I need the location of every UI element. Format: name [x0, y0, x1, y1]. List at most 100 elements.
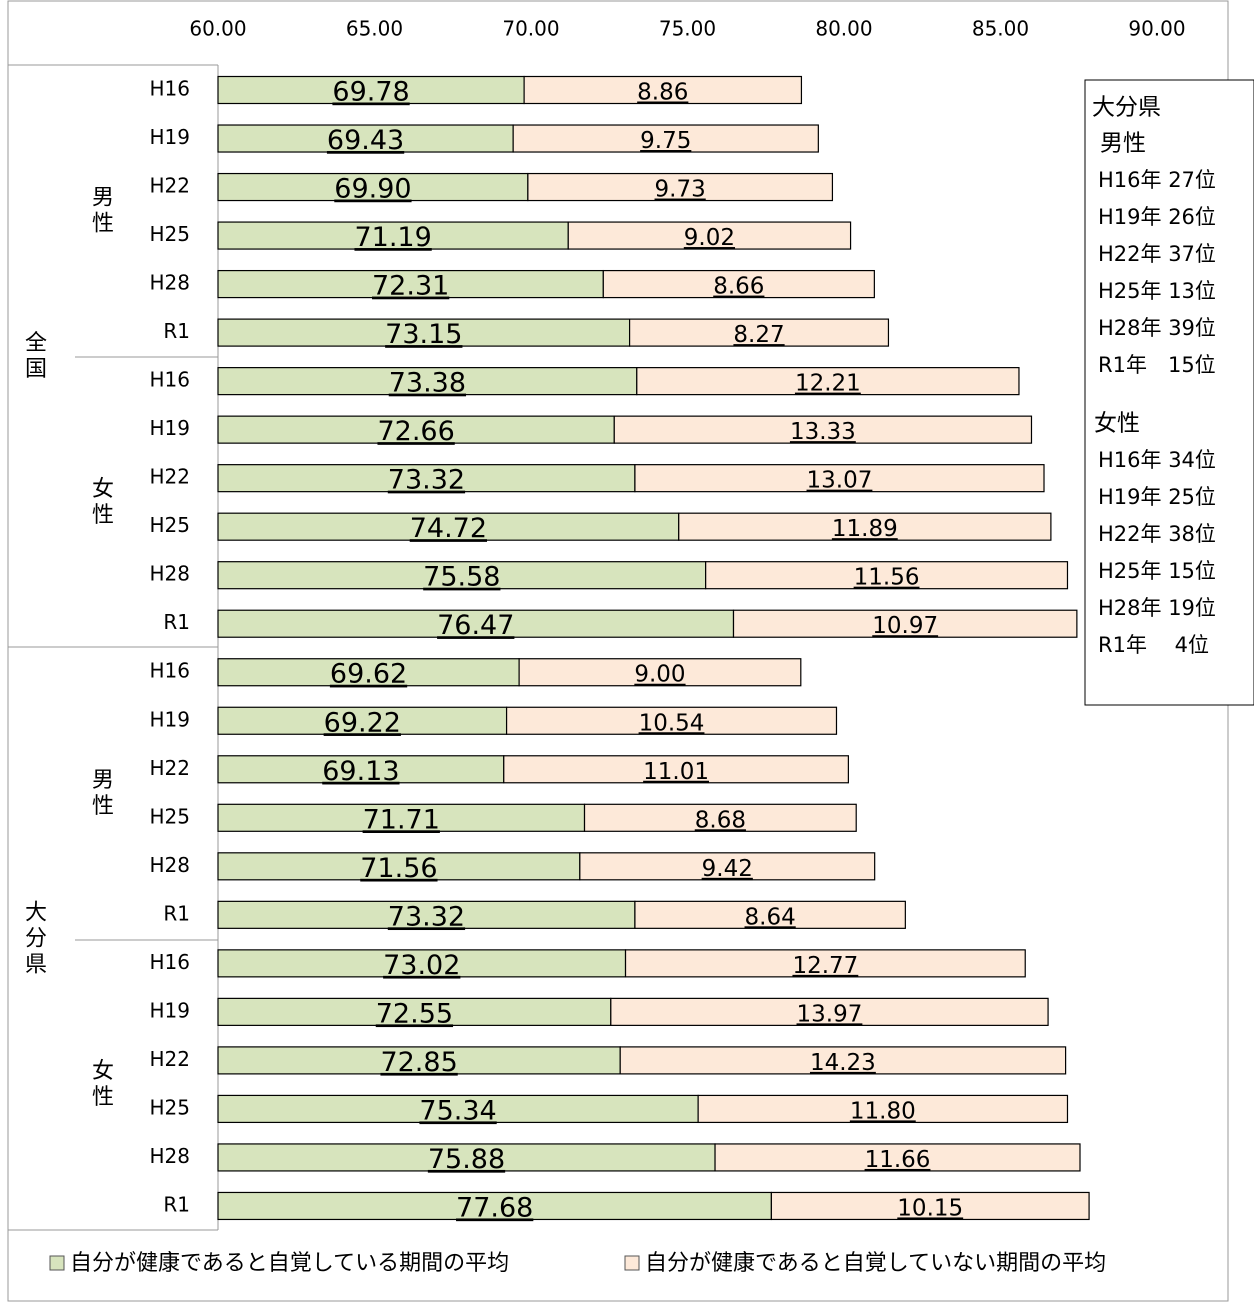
- y-tick-label: H22: [150, 465, 191, 489]
- x-tick-label: 85.00: [972, 17, 1029, 41]
- value-label: 10.15: [897, 1195, 963, 1221]
- bar-segment: [217, 852, 581, 881]
- subgroup-label: 男性: [88, 185, 114, 237]
- y-tick-label: H25: [150, 513, 191, 537]
- value-label: 13.07: [807, 468, 873, 494]
- value-label: 77.68: [456, 1192, 533, 1223]
- bar-segment: [217, 561, 707, 590]
- bar-segment: [217, 124, 514, 153]
- bar-segment: [770, 1191, 1090, 1221]
- value-label: 72.85: [380, 1047, 457, 1078]
- x-tick-label: 80.00: [815, 17, 872, 41]
- value-label: 11.80: [850, 1098, 916, 1124]
- y-tick-label: R1: [163, 319, 190, 343]
- bar-segment: [610, 997, 1049, 1026]
- legend-swatch: [49, 1255, 65, 1271]
- y-tick-label: H22: [150, 756, 191, 780]
- annotation-line: H19年 26位: [1098, 205, 1216, 229]
- y-tick-label: H28: [150, 271, 191, 295]
- y-tick-label: H16: [150, 77, 191, 101]
- x-tick-label: 60.00: [189, 17, 246, 41]
- value-label: 75.58: [423, 562, 500, 593]
- annotation-heading: 男性: [1100, 131, 1146, 157]
- annotation-line: H22年 38位: [1098, 522, 1216, 546]
- value-label: 11.89: [832, 516, 898, 542]
- bar-segment: [217, 1046, 621, 1075]
- bar-segment: [217, 75, 525, 105]
- value-label: 12.21: [795, 371, 861, 397]
- subgroup-label: 女性: [88, 476, 114, 528]
- value-label: 72.55: [376, 998, 453, 1029]
- value-label: 11.66: [865, 1147, 931, 1173]
- value-label: 76.47: [437, 610, 514, 641]
- value-label: 69.62: [330, 659, 407, 690]
- value-label: 12.77: [792, 953, 858, 979]
- bar-segment: [634, 900, 906, 929]
- value-label: 9.02: [684, 225, 735, 251]
- annotation-line: H16年 27位: [1098, 168, 1216, 192]
- y-tick-label: R1: [163, 610, 190, 634]
- value-label: 8.86: [637, 80, 688, 106]
- legend-label: 自分が健康であると自覚していない期間の平均: [645, 1251, 1106, 1276]
- bar-segment: [503, 755, 849, 784]
- y-tick-label: H25: [150, 1095, 191, 1119]
- y-tick-label: H19: [150, 416, 191, 440]
- y-tick-label: R1: [163, 901, 190, 925]
- y-tick-label: H28: [150, 562, 191, 586]
- value-label: 72.31: [372, 271, 449, 302]
- value-label: 69.22: [324, 707, 401, 738]
- x-tick-label: 70.00: [502, 17, 559, 41]
- legend-swatch: [624, 1255, 640, 1271]
- value-label: 9.75: [640, 128, 691, 154]
- bar-segment: [613, 415, 1033, 444]
- y-tick-label: H28: [150, 1144, 191, 1168]
- x-tick-label: 90.00: [1128, 17, 1185, 41]
- x-tick-label: 75.00: [659, 17, 716, 41]
- annotation-heading: 女性: [1094, 411, 1140, 437]
- value-label: 72.66: [377, 416, 454, 447]
- bar-segment: [697, 1094, 1069, 1124]
- annotation-line: H19年 25位: [1098, 485, 1216, 509]
- bar-segment: [583, 803, 857, 832]
- annotation-title: 大分県: [1092, 95, 1161, 121]
- value-label: 73.32: [388, 465, 465, 496]
- bar-segment: [634, 464, 1045, 493]
- value-label: 11.56: [854, 565, 920, 591]
- y-tick-label: H19: [150, 707, 191, 731]
- annotation-line: R1年 4位: [1098, 633, 1209, 657]
- y-tick-label: H25: [150, 222, 191, 246]
- annotation-line: H25年 15位: [1098, 559, 1216, 583]
- bar-segment: [518, 658, 802, 687]
- value-label: 9.73: [655, 177, 706, 203]
- bar-segment: [217, 172, 529, 202]
- bar-segment: [527, 172, 834, 202]
- bar-segment: [512, 124, 819, 153]
- value-label: 71.56: [360, 853, 437, 884]
- bar-segment: [217, 609, 735, 638]
- value-label: 73.32: [388, 901, 465, 932]
- annotation-line: R1年 15位: [1098, 353, 1216, 377]
- y-tick-label: H25: [150, 804, 191, 828]
- x-tick-label: 65.00: [346, 17, 403, 41]
- bar-segment: [217, 415, 615, 444]
- value-label: 13.97: [797, 1001, 863, 1027]
- subgroup-label: 男性: [88, 768, 114, 820]
- value-label: 8.66: [713, 274, 764, 300]
- bar-segment: [217, 755, 505, 784]
- y-tick-label: H16: [150, 368, 191, 392]
- group-label: 全国: [21, 331, 47, 383]
- bar-segment: [619, 1046, 1067, 1075]
- bar-segment: [217, 658, 520, 687]
- bar-segment: [567, 221, 852, 250]
- value-label: 69.13: [322, 756, 399, 787]
- value-label: 71.71: [363, 804, 440, 835]
- value-label: 73.02: [383, 950, 460, 981]
- value-label: 69.78: [332, 77, 409, 108]
- y-tick-label: R1: [163, 1192, 190, 1216]
- y-tick-label: H19: [150, 998, 191, 1022]
- bar-segment: [579, 852, 876, 881]
- y-tick-label: H28: [150, 853, 191, 877]
- value-label: 8.27: [733, 322, 784, 348]
